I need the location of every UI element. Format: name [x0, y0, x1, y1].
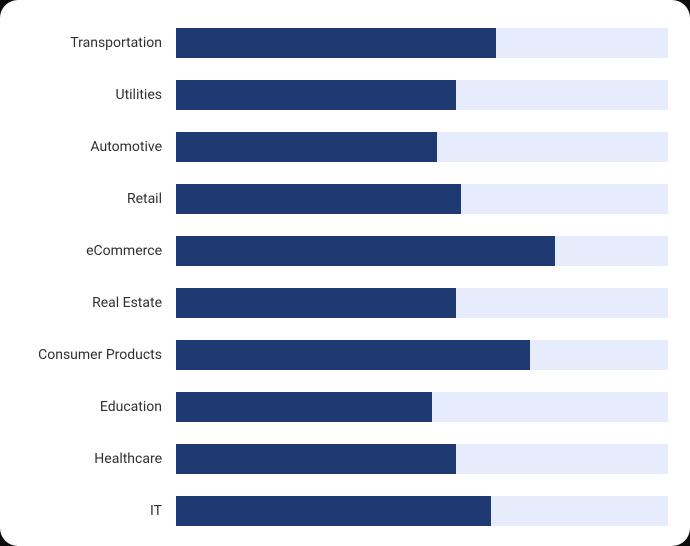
- bar-fill: [176, 496, 491, 526]
- bar-row: IT: [22, 496, 668, 526]
- bar-track: [176, 184, 668, 214]
- bar-track: [176, 132, 668, 162]
- bar-row: Transportation: [22, 28, 668, 58]
- bar-track: [176, 28, 668, 58]
- bar-label: Transportation: [22, 35, 162, 51]
- bar-fill: [176, 80, 456, 110]
- bar-label: Real Estate: [22, 295, 162, 311]
- bar-row: Healthcare: [22, 444, 668, 474]
- bar-label: Retail: [22, 191, 162, 207]
- bar-fill: [176, 184, 461, 214]
- bar-fill: [176, 444, 456, 474]
- bar-track: [176, 340, 668, 370]
- bar-track: [176, 444, 668, 474]
- bar-row: Education: [22, 392, 668, 422]
- bar-label: Utilities: [22, 87, 162, 103]
- bar-row: Consumer Products: [22, 340, 668, 370]
- bar-fill: [176, 236, 555, 266]
- bar-track: [176, 496, 668, 526]
- bar-row: Real Estate: [22, 288, 668, 318]
- bar-fill: [176, 340, 530, 370]
- bar-track: [176, 392, 668, 422]
- bar-label: IT: [22, 503, 162, 519]
- bar-track: [176, 80, 668, 110]
- bar-track: [176, 236, 668, 266]
- bar-row: Utilities: [22, 80, 668, 110]
- bar-label: eCommerce: [22, 243, 162, 259]
- chart-card: Transportation Utilities Automotive Retail e…: [0, 0, 690, 546]
- bar-fill: [176, 288, 456, 318]
- bar-row: eCommerce: [22, 236, 668, 266]
- bar-row: Retail: [22, 184, 668, 214]
- bar-row: Automotive: [22, 132, 668, 162]
- bar-fill: [176, 392, 432, 422]
- bar-fill: [176, 28, 496, 58]
- bar-label: Automotive: [22, 139, 162, 155]
- bar-label: Education: [22, 399, 162, 415]
- horizontal-bar-chart: Transportation Utilities Automotive Retail e…: [22, 28, 668, 526]
- bar-label: Consumer Products: [22, 347, 162, 363]
- bar-fill: [176, 132, 437, 162]
- bar-track: [176, 288, 668, 318]
- bar-label: Healthcare: [22, 451, 162, 467]
